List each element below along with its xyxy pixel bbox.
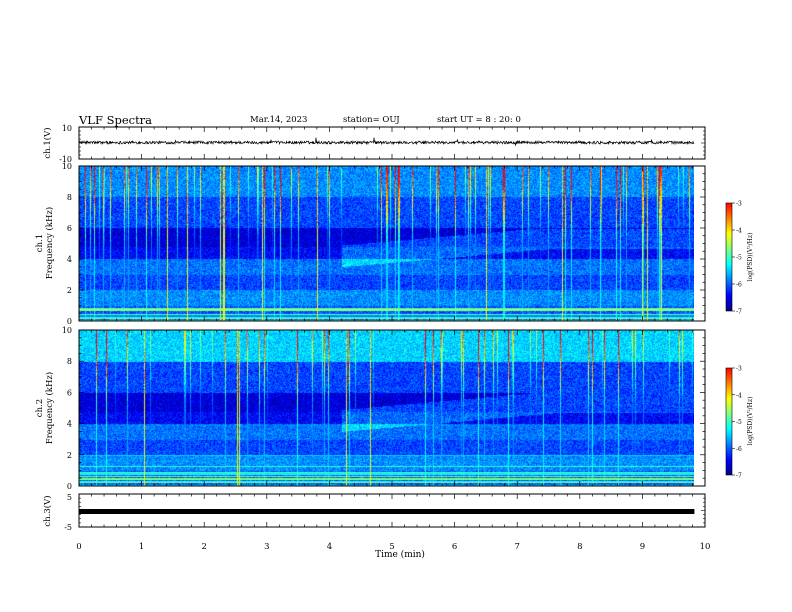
figure-title: VLF Spectra [79, 113, 153, 127]
colorbar-tick-label: -5 [736, 255, 742, 262]
y-tick-label: 8 [67, 357, 72, 366]
spectrogram-ch1-yticks: 0 2 4 6 8 10 [62, 162, 705, 326]
colorbar-ch1-label: log(PSD)(V²/Hz) [747, 233, 754, 282]
y-tick-label: 0 [67, 317, 72, 326]
y-tick-label: 6 [67, 224, 72, 233]
ch3-ytick-top: 5 [67, 493, 72, 502]
y-tick-label: 2 [67, 451, 72, 460]
colorbar-tick-label: -4 [736, 392, 742, 399]
colorbar-tick-label: -7 [736, 473, 742, 480]
x-tick-label: 7 [514, 542, 519, 552]
ch1-ytick-bottom: -10 [59, 155, 72, 164]
ch1-waveform-ylabel: ch.1(V) [42, 127, 53, 158]
colorbar-tick-label: -6 [736, 282, 742, 289]
waveform-ch3-trace [79, 509, 695, 514]
time-axis-tick-labels: 0 1 2 3 4 5 6 7 8 9 10 [76, 542, 710, 552]
y-tick-label: 4 [67, 255, 72, 264]
x-tick-label: 1 [139, 542, 144, 552]
spectrogram-ch2-panel: 0 2 4 6 8 10 ch.2 Frequency (kHz) [35, 326, 706, 491]
spectrogram-ch1-panel: 0 2 4 6 8 10 ch.1 Frequency (kHz) [35, 162, 706, 326]
x-tick-label: 10 [700, 542, 711, 552]
time-axis-label: Time (min) [375, 549, 425, 560]
colorbar-tick-label: -3 [736, 201, 742, 208]
waveform-ch1-panel: 10 -10 ch.1(V) [42, 124, 706, 164]
y-tick-label: 2 [67, 286, 72, 295]
ch3-waveform-ylabel: ch.3(V) [42, 495, 53, 526]
spectrogram-ch2-ylabel-frequency: Frequency (kHz) [44, 372, 55, 444]
spectrogram-ch2-ylabel-channel: ch.2 [35, 399, 45, 417]
x-tick-label: 3 [264, 542, 269, 552]
colorbar-tick-label: -5 [736, 419, 742, 426]
colorbar-ch2: -3 -4 -5 -6 -7 log(PSD)(V²/Hz) [725, 366, 754, 480]
y-tick-label: 10 [62, 162, 72, 171]
x-tick-label: 0 [76, 542, 81, 552]
x-tick-label: 4 [327, 542, 332, 552]
waveform-ch1-trace [78, 137, 695, 147]
spectrogram-ch1-image [79, 166, 694, 321]
colorbar-ch2-label: log(PSD)(V²/Hz) [747, 397, 754, 446]
x-tick-label: 2 [201, 542, 206, 552]
y-tick-label: 6 [67, 388, 72, 397]
ch1-ytick-top: 10 [62, 124, 72, 133]
date-label: Mar.14, 2023 [250, 115, 308, 125]
colorbar-ch2-ticks: -3 -4 -5 -6 -7 [732, 366, 742, 480]
colorbar-tick-label: -3 [736, 366, 742, 373]
spectrogram-pixels [79, 330, 694, 486]
colorbar-ch1: -3 -4 -5 -6 -7 log(PSD)(V²/Hz) [725, 201, 754, 316]
y-tick-label: 8 [67, 193, 72, 202]
x-tick-label: 8 [577, 542, 582, 552]
spectrogram-ch1-ylabel-channel: ch.1 [35, 234, 45, 252]
station-label: station= OUJ [343, 115, 400, 125]
ch3-ytick-bottom: -5 [64, 523, 72, 532]
colorbar-tick-label: -6 [736, 446, 742, 453]
start-ut-label: start UT = 8 : 20: 0 [437, 115, 521, 125]
y-tick-label: 0 [67, 482, 72, 491]
colorbar-tick-label: -7 [736, 309, 742, 316]
colorbar-ch1-ticks: -3 -4 -5 -6 -7 [732, 201, 742, 316]
colorbar-tick-label: -4 [736, 228, 742, 235]
spectrogram-pixels [79, 166, 694, 321]
spectrogram-ch2-yticks: 0 2 4 6 8 10 [62, 326, 705, 491]
x-tick-label: 5 [389, 542, 394, 552]
spectrogram-ch1-ylabel-frequency: Frequency (kHz) [44, 207, 55, 279]
x-tick-label: 6 [452, 542, 457, 552]
y-tick-label: 4 [67, 420, 72, 429]
x-tick-label: 9 [640, 542, 645, 552]
spectrogram-ch2-image [79, 330, 694, 486]
time-axis-ticks [78, 126, 706, 528]
waveform-ch3-panel: 5 -5 ch.3(V) [42, 493, 706, 532]
y-tick-label: 10 [62, 326, 72, 335]
